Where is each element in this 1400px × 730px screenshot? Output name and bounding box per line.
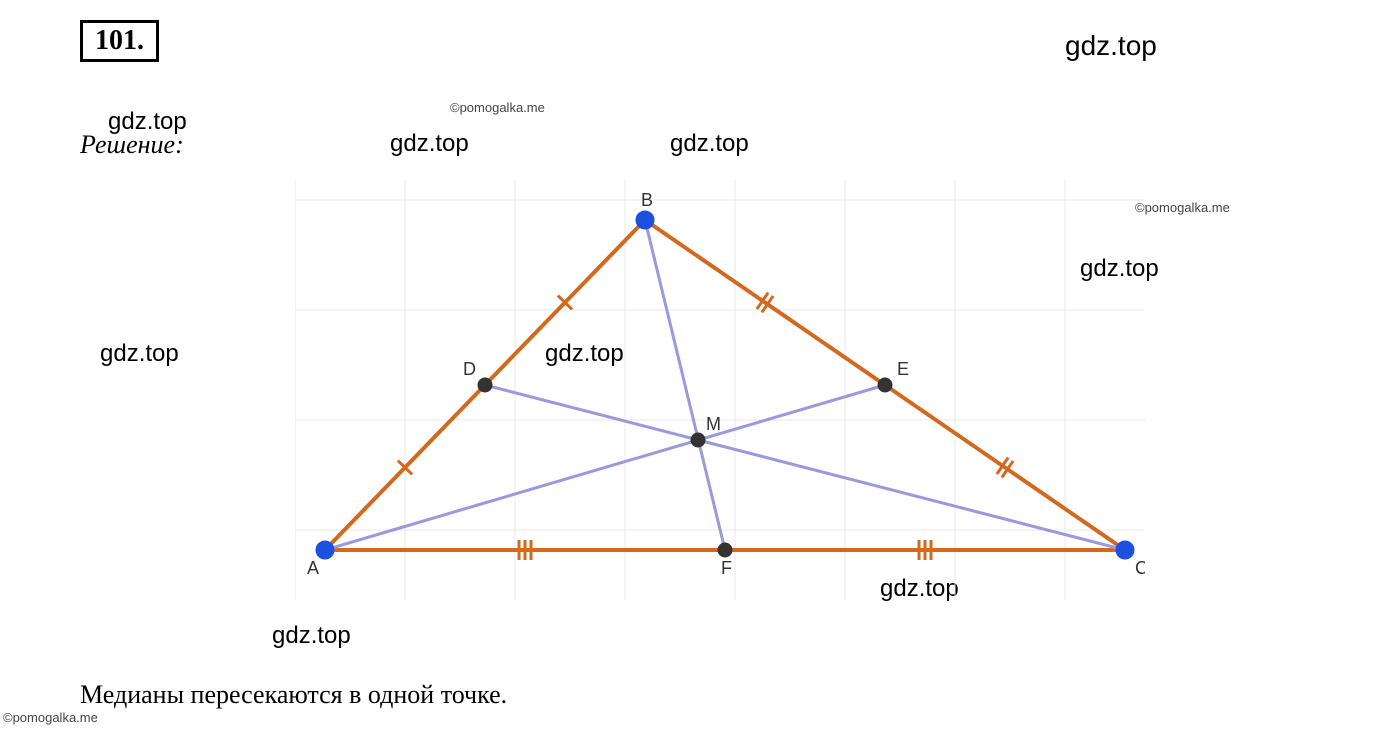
svg-text:E: E: [897, 359, 909, 379]
gdz-top-watermark: gdz.top: [272, 622, 351, 650]
triangle-diagram: A B C D E F M: [295, 180, 1145, 600]
svg-text:B: B: [641, 190, 653, 210]
gdz-top-watermark: gdz.top: [390, 130, 469, 158]
svg-text:M: M: [706, 414, 721, 434]
svg-text:D: D: [463, 359, 476, 379]
gdz-top-watermark: gdz.top: [100, 340, 179, 368]
gdz-top-watermark: gdz.top: [108, 108, 187, 136]
pomogalka-watermark: ©pomogalka.me: [3, 710, 98, 725]
gdz-top-watermark: gdz.top: [670, 130, 749, 158]
diagram-svg: A B C D E F M: [295, 180, 1145, 600]
svg-text:C: C: [1135, 558, 1145, 578]
svg-text:A: A: [307, 558, 319, 578]
problem-number: 101.: [80, 20, 159, 62]
conclusion-text: Медианы пересекаются в одной точке.: [80, 680, 507, 710]
svg-text:F: F: [721, 558, 732, 578]
gdz-top-watermark: gdz.top: [1065, 30, 1157, 62]
pomogalka-watermark: ©pomogalka.me: [1135, 200, 1230, 215]
pomogalka-watermark: ©pomogalka.me: [450, 100, 545, 115]
